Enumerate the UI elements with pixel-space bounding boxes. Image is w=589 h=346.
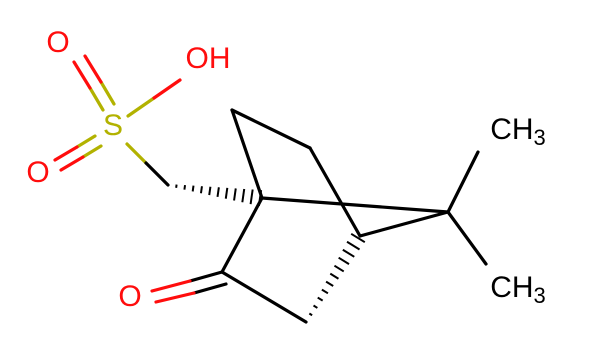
- hash-line: [199, 186, 203, 194]
- atom-label: S: [103, 109, 123, 142]
- hash-line: [233, 188, 237, 201]
- hash-line: [317, 296, 324, 302]
- hash-line: [183, 184, 187, 190]
- hash-line: [257, 189, 263, 207]
- atom-label-sub: 3: [534, 125, 546, 150]
- hashed-wedges: [166, 183, 366, 324]
- hash-line: [241, 188, 246, 203]
- hash-line: [350, 232, 366, 244]
- atom-labels: O OH S O O CH3 CH3: [26, 26, 545, 313]
- hash-line: [308, 312, 313, 317]
- hash-line: [329, 272, 339, 280]
- atom-label-main: CH: [490, 271, 533, 304]
- hash-line: [333, 264, 345, 273]
- hash-line: [191, 185, 195, 192]
- atom-label: OH: [186, 42, 231, 75]
- atom-label-sub: 3: [534, 283, 546, 308]
- hash-line: [224, 187, 229, 199]
- hash-line: [249, 189, 254, 205]
- atom-label: CH3: [490, 113, 546, 150]
- hash-line: [342, 248, 355, 258]
- atom-label: O: [46, 26, 69, 59]
- hash-line: [321, 288, 329, 295]
- bonds: [53, 54, 488, 324]
- hash-line: [216, 187, 220, 198]
- hash-line: [304, 320, 308, 324]
- hash-line: [338, 256, 350, 265]
- hash-line: [346, 240, 361, 251]
- hash-line: [208, 186, 212, 196]
- atom-label: O: [26, 156, 49, 189]
- atom-label: O: [118, 280, 141, 313]
- atom-label-main: CH: [490, 113, 533, 146]
- hash-line: [312, 304, 318, 309]
- atom-label: CH3: [490, 271, 546, 308]
- hash-line: [325, 280, 334, 287]
